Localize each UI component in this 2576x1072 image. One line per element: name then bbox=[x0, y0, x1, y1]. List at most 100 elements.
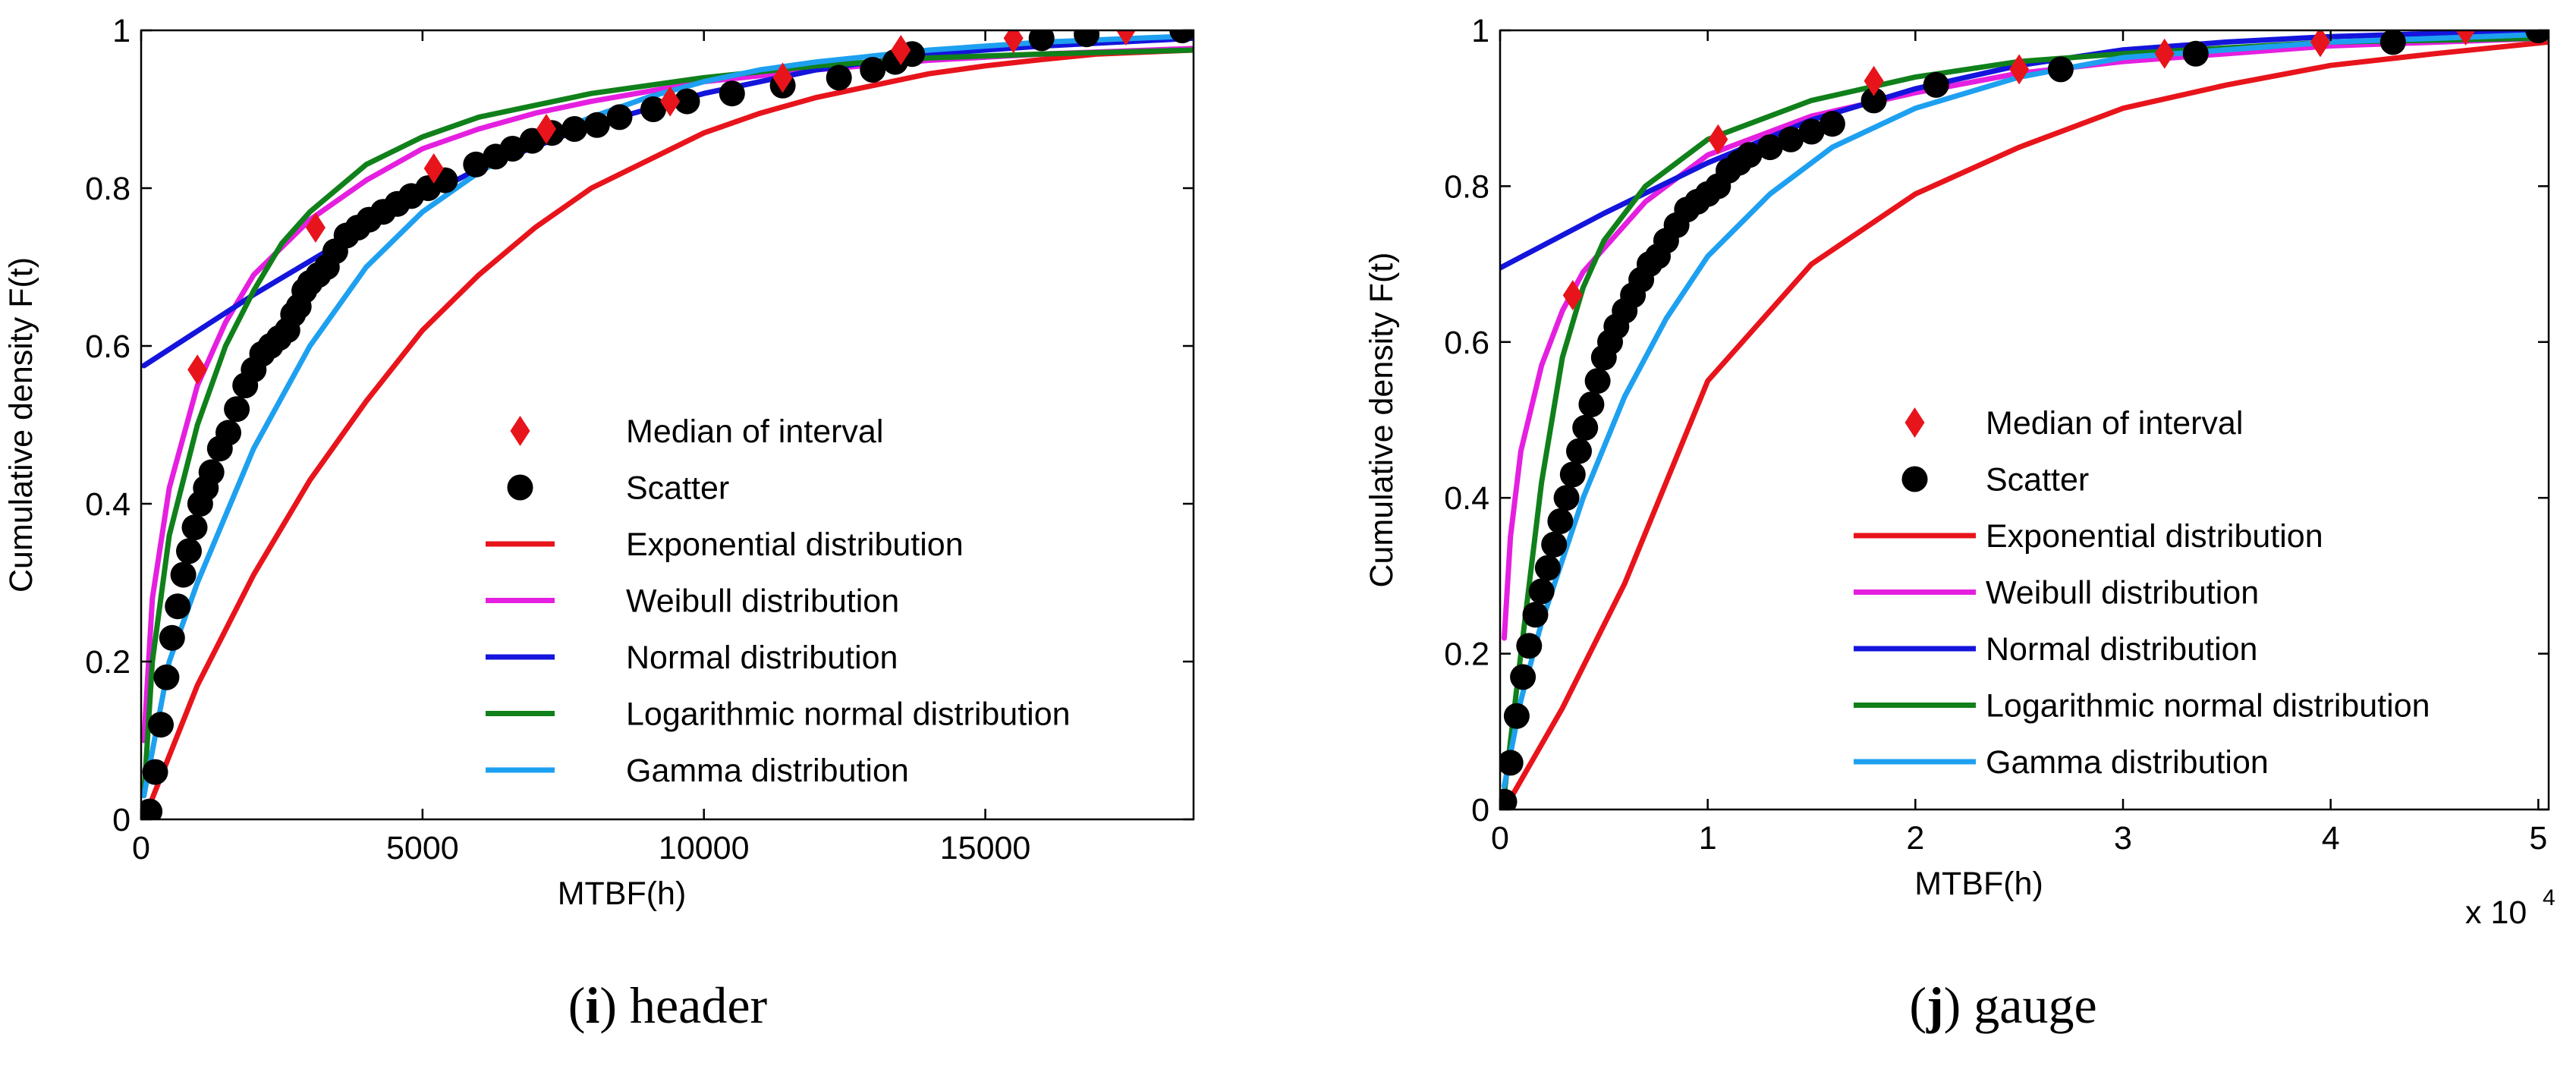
legend-label: Normal distribution bbox=[1986, 631, 2257, 668]
scatter-point bbox=[674, 88, 700, 115]
scatter-point bbox=[1541, 531, 1568, 558]
median-marker bbox=[1562, 280, 1583, 311]
legend-label: Median of interval bbox=[1986, 405, 2243, 442]
x-axis-label: MTBF(h) bbox=[1914, 866, 2043, 902]
scatter-point bbox=[159, 624, 185, 651]
x-tick-label: 0 bbox=[132, 830, 150, 866]
median-marker bbox=[772, 62, 793, 93]
scatter-point bbox=[148, 712, 174, 738]
legend-swatch-median bbox=[1904, 407, 1925, 438]
median-marker bbox=[2009, 54, 2030, 85]
plot-data-layer bbox=[1500, 30, 2549, 810]
scatter-point bbox=[499, 136, 526, 162]
scatter-point bbox=[1516, 633, 1543, 659]
legend-label: Exponential distribution bbox=[626, 527, 964, 563]
median-marker bbox=[1115, 30, 1136, 46]
y-axis-label: Cumulative density F(t) bbox=[3, 257, 39, 593]
y-tick-label: 0.6 bbox=[1444, 325, 1489, 361]
y-tick-label: 0.2 bbox=[1444, 637, 1489, 673]
y-tick-label: 0.6 bbox=[85, 329, 131, 365]
scatter-point bbox=[1923, 71, 1949, 98]
scatter-point bbox=[1798, 118, 1825, 145]
y-tick-label: 0.4 bbox=[85, 486, 131, 523]
median-marker bbox=[1708, 124, 1728, 155]
x-tick-label: 4 bbox=[2322, 820, 2340, 857]
scatter-point bbox=[153, 664, 180, 690]
median-marker bbox=[305, 212, 326, 243]
scatter-point bbox=[606, 104, 633, 130]
median-marker bbox=[536, 114, 557, 144]
median-marker bbox=[2455, 30, 2476, 46]
scatter-point bbox=[1578, 391, 1605, 417]
y-tick-label: 0 bbox=[112, 802, 131, 838]
caption-open-paren: ( bbox=[568, 976, 586, 1034]
scatter-point bbox=[1500, 750, 1524, 776]
y-tick-label: 1 bbox=[112, 13, 131, 49]
scatter-point bbox=[215, 420, 241, 446]
scatter-point bbox=[165, 593, 191, 620]
scatter-point bbox=[198, 459, 225, 486]
scatter-point bbox=[142, 759, 168, 785]
legend: Median of interval Scatter Exponential dis… bbox=[486, 413, 1071, 789]
series-line-logarithmic-normal-distribution bbox=[1502, 35, 2549, 797]
scatter-point bbox=[1074, 30, 1100, 48]
scatter-point bbox=[519, 127, 546, 154]
scatter-point bbox=[583, 112, 610, 138]
legend-swatch-median bbox=[510, 416, 530, 446]
median-marker bbox=[2310, 30, 2330, 58]
median-marker bbox=[187, 354, 208, 385]
scatter-point bbox=[2525, 30, 2549, 43]
axes-box bbox=[1499, 29, 2550, 811]
scatter-point bbox=[1503, 703, 1530, 729]
scatter-point bbox=[224, 396, 250, 423]
caption-panel-name: gauge bbox=[1974, 976, 2096, 1034]
scatter-point bbox=[181, 514, 208, 541]
scatter-point bbox=[1584, 368, 1611, 395]
y-tick-label: 0.2 bbox=[85, 644, 131, 681]
series-line-exponential-distribution bbox=[1502, 39, 2549, 810]
scatter-point bbox=[1572, 414, 1599, 441]
scatter-point bbox=[1534, 555, 1561, 581]
scatter-point bbox=[176, 538, 202, 564]
legend-label: Scatter bbox=[1986, 462, 2089, 498]
scatter-point bbox=[1559, 461, 1586, 488]
x-tick-label: 10000 bbox=[659, 830, 750, 866]
x-exponent-power: 4 bbox=[2543, 885, 2556, 910]
caption-close-paren: ) bbox=[599, 976, 630, 1034]
x-tick-label: 5000 bbox=[386, 830, 459, 866]
scatter-point bbox=[1736, 142, 1763, 168]
legend-swatch-scatter bbox=[1901, 466, 1928, 492]
median-marker bbox=[1003, 30, 1024, 54]
scatter-point bbox=[860, 57, 886, 83]
scatter-point bbox=[2182, 40, 2209, 67]
scatter-point bbox=[1566, 438, 1592, 464]
legend-label: Median of interval bbox=[626, 413, 883, 450]
y-tick-label: 1 bbox=[1471, 13, 1489, 49]
legend-label: Logarithmic normal distribution bbox=[1986, 688, 2430, 725]
legend-label: Scatter bbox=[626, 470, 729, 507]
x-tick-label: 15000 bbox=[940, 830, 1031, 866]
scatter-point bbox=[1510, 664, 1536, 690]
legend-label: Exponential distribution bbox=[1986, 518, 2323, 555]
series-line-exponential-distribution bbox=[141, 47, 1194, 819]
scatter-point bbox=[170, 561, 197, 588]
caption-open-paren: ( bbox=[1909, 976, 1926, 1034]
scatter-point bbox=[141, 798, 163, 819]
scatter-point bbox=[1028, 30, 1055, 52]
scatter-point bbox=[2047, 56, 2074, 83]
scatter-point bbox=[1860, 87, 1887, 114]
scatter-point bbox=[1819, 111, 1845, 137]
scatter-point bbox=[1500, 788, 1518, 810]
median-marker bbox=[2154, 38, 2175, 69]
plot-area bbox=[1500, 30, 2549, 810]
caption-panel-name: header bbox=[630, 976, 768, 1034]
scatter-point bbox=[2379, 30, 2406, 55]
x-tick-label: 3 bbox=[2114, 820, 2132, 857]
panel-caption: (j) gauge bbox=[1909, 976, 2096, 1034]
panel-caption: (i) header bbox=[568, 976, 768, 1034]
median-marker bbox=[891, 35, 911, 65]
scatter-point bbox=[640, 96, 666, 122]
x-exponent-label: x 10 bbox=[2465, 894, 2527, 931]
y-tick-label: 0.8 bbox=[85, 171, 131, 207]
